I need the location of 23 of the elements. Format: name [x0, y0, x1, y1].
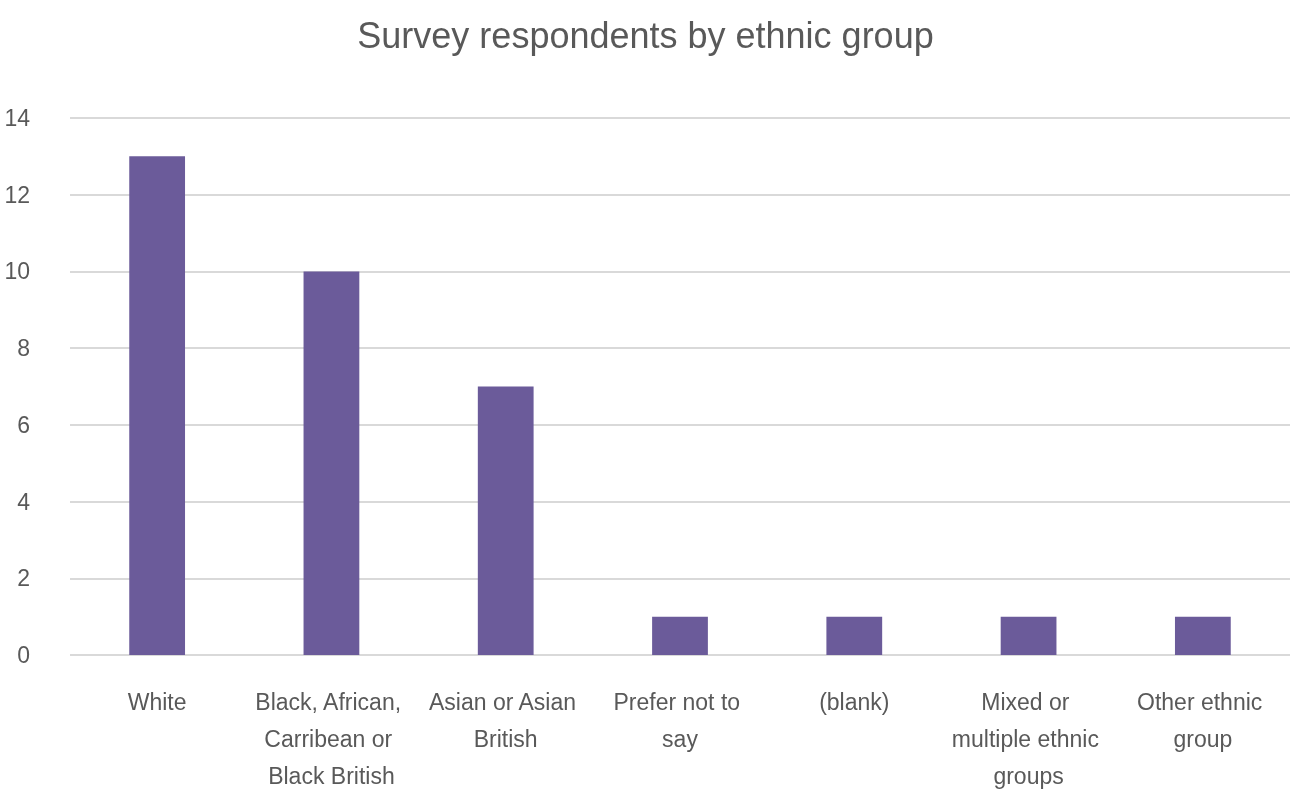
x-tick-label: Other ethnic group — [1137, 688, 1269, 752]
x-tick-label: Mixed or multiple ethnic groups — [951, 688, 1106, 789]
y-tick-label: 0 — [17, 642, 30, 668]
x-tick-label: Prefer not to say — [613, 688, 747, 752]
bar — [1000, 616, 1057, 655]
y-tick-label: 12 — [4, 181, 30, 208]
x-tick-label: White — [127, 688, 187, 715]
y-tick-label: 8 — [17, 335, 30, 362]
x-tick-label: Black, African, Carribean or Black British — [255, 688, 408, 789]
bar — [1174, 616, 1231, 655]
y-tick-label: 4 — [17, 488, 31, 515]
y-tick-label: 2 — [17, 565, 30, 592]
y-tick-label: 6 — [17, 411, 30, 438]
bar — [129, 156, 186, 655]
y-tick-label: 10 — [4, 258, 30, 285]
x-tick-label: (blank) — [819, 688, 890, 715]
bar — [303, 271, 360, 655]
x-tick-label: Asian or Asian British — [429, 688, 583, 752]
bar — [826, 616, 883, 655]
bar — [477, 386, 534, 655]
bar — [652, 616, 708, 655]
y-tick-label: 14 — [4, 105, 31, 131]
chart-title: Survey respondents by ethnic group — [357, 14, 934, 56]
